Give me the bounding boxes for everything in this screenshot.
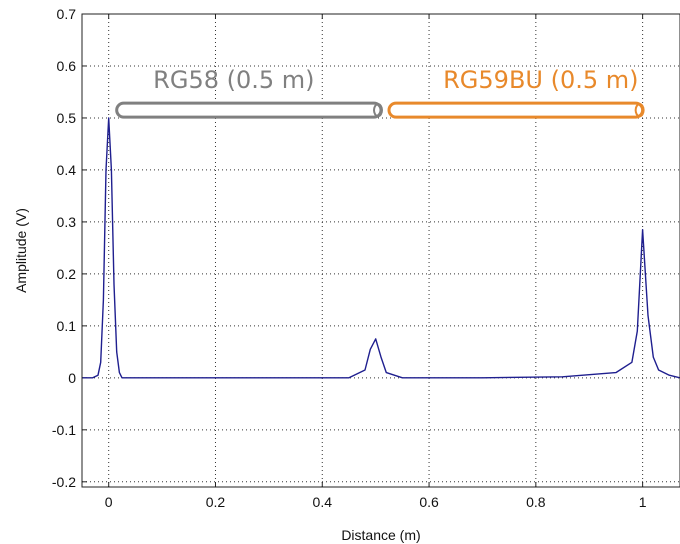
rg58-label: RG58 (0.5 m) — [153, 66, 314, 94]
y-tick-label: 0 — [68, 370, 76, 386]
y-tick-label: 0.1 — [57, 318, 77, 334]
x-tick-label: 0.2 — [206, 494, 226, 510]
y-tick-label: 0.6 — [57, 58, 77, 74]
grid — [82, 13, 680, 487]
cable-end-cap — [634, 103, 645, 118]
x-tick-label: 0.6 — [419, 494, 439, 510]
x-tick-label: 0 — [105, 494, 113, 510]
axis-ticks: 0 0.2 0.4 0.6 0.8 1 0.7 0.6 0.5 0.4 0.3 0.2 0.1 0 -0.1… — [52, 6, 647, 510]
y-tick-label: -0.1 — [52, 422, 76, 438]
plot-frame — [81, 13, 680, 488]
y-tick-label: 0.5 — [57, 110, 77, 126]
y-tick-label: 0.4 — [57, 162, 77, 178]
cable-annotations: RG58 (0.5 m) RG59BU (0.5 m) — [115, 66, 645, 119]
rg59bu-label: RG59BU (0.5 m) — [443, 66, 638, 94]
y-tick-label: 0.3 — [57, 214, 77, 230]
x-tick-label: 1 — [639, 494, 647, 510]
y-tick-label: -0.2 — [52, 474, 76, 490]
rg59bu-cable-bar — [387, 101, 645, 119]
x-tick-label: 0.8 — [526, 494, 546, 510]
series-line — [82, 117, 680, 379]
x-axis-label: Distance (m) — [341, 527, 420, 543]
x-tick-label: 0.4 — [313, 494, 333, 510]
cable-end-cap — [373, 103, 383, 118]
series-layer — [82, 117, 680, 379]
y-axis-label: Amplitude (V) — [13, 208, 29, 293]
y-tick-label: 0.2 — [57, 266, 77, 282]
y-tick-label: 0.7 — [57, 6, 77, 22]
rg58-cable-bar — [115, 101, 383, 119]
